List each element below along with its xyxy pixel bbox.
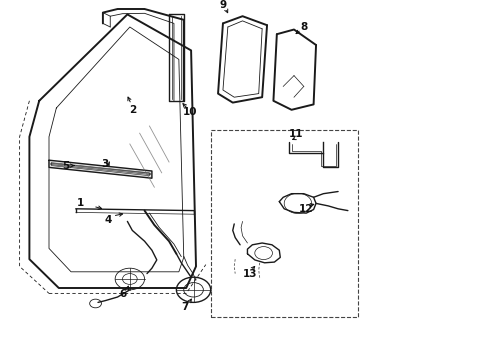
Text: 9: 9	[220, 0, 227, 10]
Bar	[211, 130, 358, 317]
Text: 10: 10	[183, 107, 197, 117]
Text: 13: 13	[243, 269, 257, 279]
Text: 5: 5	[63, 161, 70, 171]
Text: 11: 11	[289, 129, 304, 139]
Text: 2: 2	[129, 105, 136, 115]
Text: 12: 12	[299, 204, 314, 214]
Polygon shape	[49, 160, 152, 178]
Text: 4: 4	[104, 215, 112, 225]
Text: 3: 3	[102, 159, 109, 169]
Text: 1: 1	[77, 198, 84, 208]
Text: 8: 8	[300, 22, 307, 32]
Text: 6: 6	[120, 289, 127, 300]
Text: 7: 7	[181, 302, 189, 312]
